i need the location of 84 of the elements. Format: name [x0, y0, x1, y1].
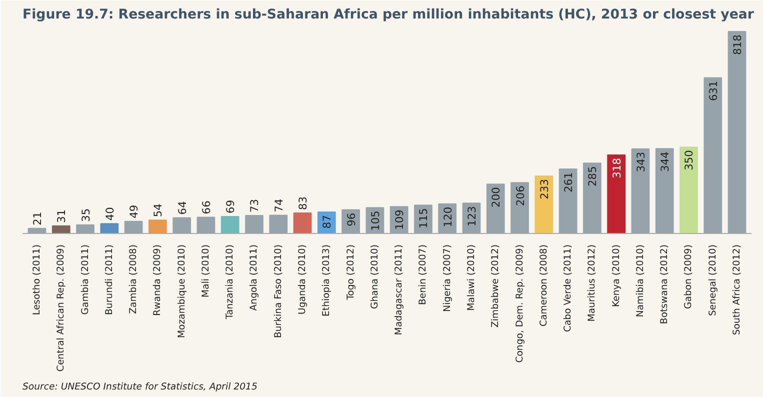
x-tick-label: Lesotho (2011) [31, 244, 42, 316]
bar [269, 214, 288, 234]
x-tick-label: South Africa (2012) [732, 244, 743, 336]
data-label: 21 [30, 212, 44, 226]
x-tick-label: Cabo Verde (2011) [562, 244, 574, 332]
bar [148, 220, 167, 234]
x-tick-label: Uganda (2010) [297, 244, 308, 314]
bar [220, 216, 240, 234]
data-label: 105 [368, 210, 382, 231]
data-label: 233 [538, 178, 551, 200]
bar [607, 154, 626, 234]
x-tick-label: Ghana (2010) [369, 244, 380, 309]
data-label: 49 [128, 204, 141, 218]
data-label: 31 [55, 209, 68, 223]
x-tick-label: Benin (2007) [418, 244, 429, 306]
data-label: 206 [514, 185, 527, 206]
x-tick-label: Zimbabwe (2012) [490, 244, 502, 328]
data-label: 35 [79, 208, 92, 222]
bar [582, 162, 602, 234]
x-tick-label: Nigeria (2007) [442, 244, 453, 312]
x-tick-label: Madagascar (2011) [394, 244, 405, 336]
bar [728, 31, 746, 234]
source-note: Source: UNESCO Institute for Statistics, April 2015 [22, 382, 258, 392]
bar [76, 224, 94, 234]
bar [534, 175, 554, 234]
bar [52, 225, 70, 234]
x-tick-label: Central African Rep. (2009) [56, 244, 67, 372]
data-label: 285 [586, 166, 600, 186]
x-tick-label: Namibia (2010) [634, 244, 646, 318]
x-tick-label: Togo (2012) [345, 244, 356, 301]
data-label: 64 [176, 200, 189, 215]
data-label: 318 [610, 158, 624, 178]
data-label: 115 [417, 208, 430, 228]
bar [196, 216, 216, 234]
chart-title: Figure 19.7: Researchers in sub-Saharan Africa per million inhabitants (HC), 2013 or closest year [22, 8, 754, 22]
bar [680, 146, 698, 234]
x-tick-label: Mali (2010) [200, 244, 212, 298]
bar [558, 168, 578, 234]
data-label: 54 [152, 203, 165, 218]
data-label: 83 [296, 196, 310, 210]
bar [704, 77, 722, 234]
bar [100, 223, 119, 234]
x-tick-label: Rwanda (2009) [152, 244, 164, 316]
x-tick-label: Senegal (2010) [707, 244, 718, 316]
bar [293, 212, 312, 234]
x-tick-label: Mauritius (2012) [586, 244, 598, 322]
x-tick-label: Congo, Dem. Rep. (2009) [514, 244, 526, 363]
data-label: 631 [706, 80, 720, 102]
data-label: 109 [393, 209, 406, 230]
bar [631, 148, 650, 234]
data-label: 200 [490, 186, 503, 208]
bar [124, 220, 143, 234]
x-tick-label: Burundi (2011) [104, 244, 115, 315]
x-tick-label: Malawi (2010) [466, 244, 477, 311]
x-tick-label: Mozambique (2010) [176, 244, 188, 338]
data-label: 73 [248, 198, 262, 212]
x-tick-label: Ethiopia (2013) [321, 244, 332, 316]
bar [486, 184, 505, 234]
data-label: 818 [731, 34, 744, 55]
x-tick-label: Zambia (2008) [128, 244, 140, 314]
data-label: 74 [272, 198, 286, 212]
data-label: 120 [441, 206, 454, 228]
data-label: 344 [658, 151, 672, 172]
data-label: 350 [682, 150, 696, 170]
data-label: 40 [103, 206, 116, 221]
x-tick-label: Tanzania (2010) [224, 244, 236, 320]
data-label: 123 [465, 206, 478, 226]
x-tick-label: Gabon (2009) [683, 244, 694, 309]
data-label: 343 [634, 152, 648, 172]
bar [655, 148, 674, 234]
bar [172, 217, 192, 234]
data-label: 66 [200, 200, 213, 214]
data-label: 96 [344, 212, 358, 226]
x-tick-label: Gambia (2011) [80, 244, 91, 315]
x-tick-label: Botswana (2012) [659, 244, 670, 324]
data-label: 69 [224, 200, 238, 214]
data-label: 87 [320, 215, 334, 229]
bar [245, 214, 264, 234]
x-tick-label: Angola (2011) [248, 244, 260, 311]
x-tick-label: Burkina Faso (2010) [272, 244, 284, 338]
bar [510, 182, 529, 234]
data-label: 261 [562, 172, 576, 192]
x-tick-label: Cameroon (2008) [538, 244, 550, 326]
x-tick-label: Kenya (2010) [610, 244, 622, 308]
